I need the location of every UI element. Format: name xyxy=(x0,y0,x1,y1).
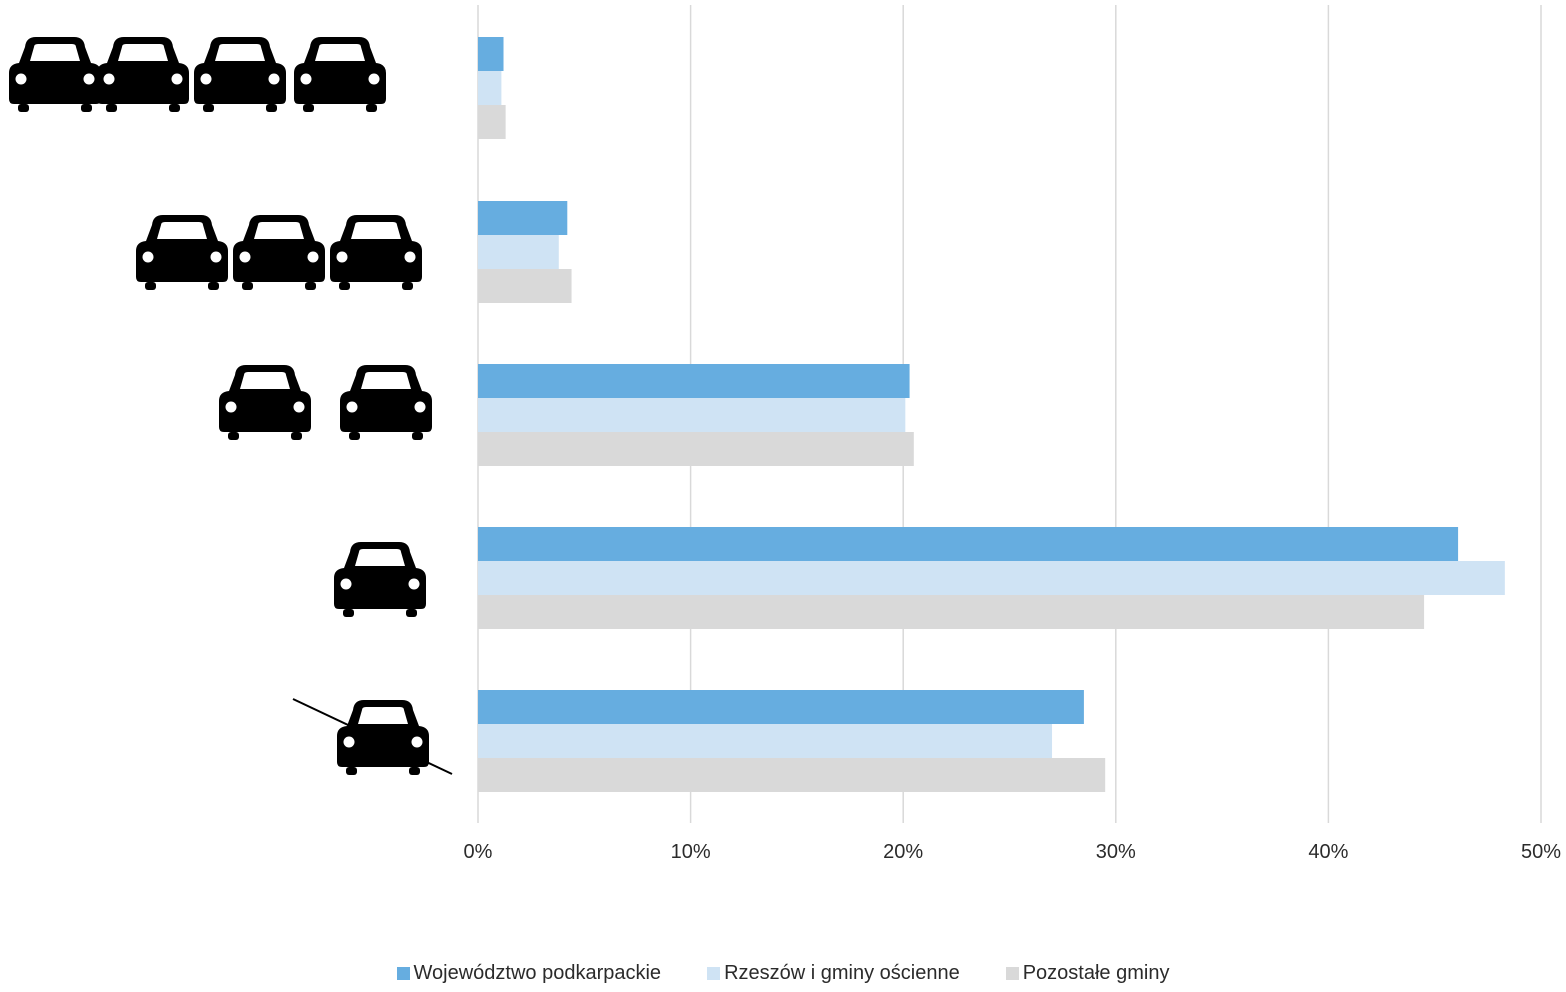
bar xyxy=(478,758,1106,792)
legend-swatch xyxy=(396,966,410,980)
bar xyxy=(478,398,906,432)
bar xyxy=(478,690,1084,724)
car-icon xyxy=(194,37,286,112)
car-icon xyxy=(233,215,325,290)
bar xyxy=(478,235,559,269)
legend-item: Pozostałe gminy xyxy=(1005,961,1170,985)
bar xyxy=(478,71,502,105)
x-tick-label: 30% xyxy=(1096,841,1136,863)
x-tick-label: 0% xyxy=(464,841,493,863)
car-icon xyxy=(294,37,386,112)
bar xyxy=(478,105,506,139)
bar xyxy=(478,37,504,71)
category-label-3 xyxy=(219,365,432,440)
bar xyxy=(478,269,572,303)
category-label-2 xyxy=(136,215,422,290)
bar xyxy=(478,595,1425,629)
legend-swatch xyxy=(707,966,721,980)
x-tick-label: 50% xyxy=(1521,841,1561,863)
car-icon xyxy=(337,700,429,775)
category-icons xyxy=(9,37,453,775)
category-label-5 xyxy=(292,698,453,775)
x-tick-label: 40% xyxy=(1308,841,1348,863)
bar xyxy=(478,432,914,466)
legend: Województwo podkarpackie Rzeszów i gminy … xyxy=(0,958,1566,988)
car-icon xyxy=(334,542,426,617)
x-tick-label: 20% xyxy=(883,841,923,863)
bars xyxy=(478,37,1505,792)
car-icon xyxy=(9,37,101,112)
x-axis: 0% 10% 20% 30% 40% 50% xyxy=(464,841,1562,863)
legend-label: Województwo podkarpackie xyxy=(413,961,662,984)
category-label-4 xyxy=(334,542,426,617)
legend-label: Pozostałe gminy xyxy=(1022,961,1170,984)
bar xyxy=(478,724,1053,758)
car-icon xyxy=(136,215,228,290)
strike-line xyxy=(292,698,453,775)
legend-item: Rzeszów i gminy ościenne xyxy=(707,962,960,985)
car-icon xyxy=(219,365,311,440)
car-icon xyxy=(330,215,422,290)
legend-item: Województwo podkarpackie xyxy=(396,961,662,985)
bar xyxy=(478,527,1459,561)
x-tick-label: 10% xyxy=(671,841,711,863)
bar xyxy=(478,201,568,235)
car-icon xyxy=(340,365,432,440)
car-icon xyxy=(97,37,189,112)
legend-swatch xyxy=(1005,966,1019,980)
bar xyxy=(478,364,910,398)
bar xyxy=(478,561,1505,595)
legend-label: Rzeszów i gminy ościenne xyxy=(724,961,960,984)
category-label-1 xyxy=(9,37,386,112)
